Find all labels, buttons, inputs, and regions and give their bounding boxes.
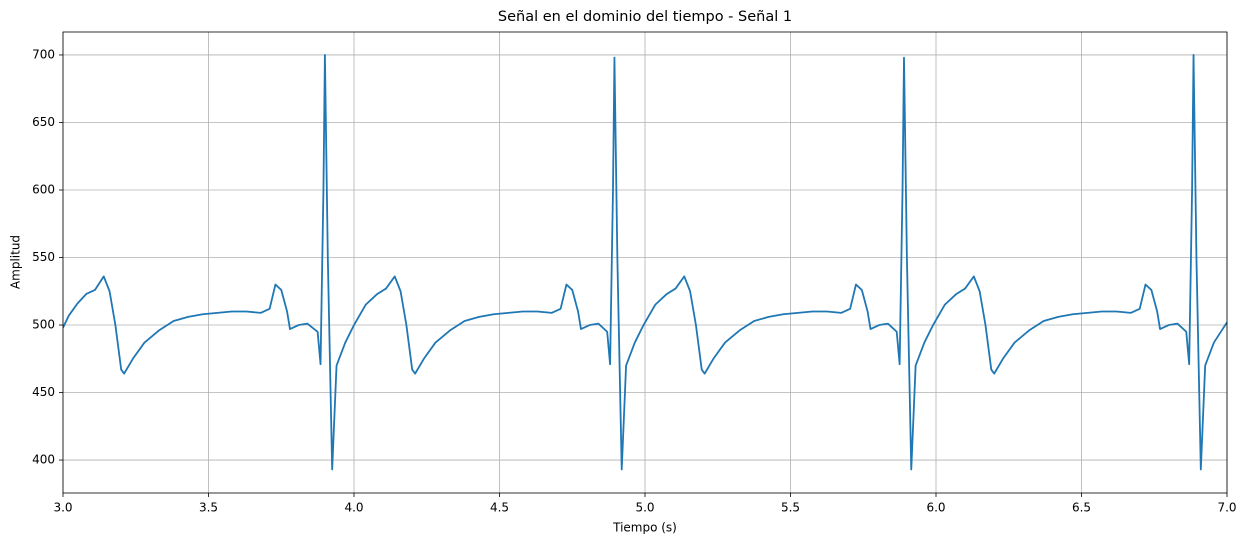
x-tick-label: 5.0 xyxy=(635,501,654,515)
x-axis-label: Tiempo (s) xyxy=(612,521,677,535)
x-tick-label: 3.0 xyxy=(53,501,72,515)
x-tick-label: 3.5 xyxy=(199,501,218,515)
y-tick-label: 700 xyxy=(32,47,55,61)
x-tick-label: 7.0 xyxy=(1217,501,1236,515)
line-series xyxy=(63,54,1227,471)
x-tick-label: 6.0 xyxy=(926,501,945,515)
plot-frame xyxy=(62,31,1228,494)
y-tick-label: 650 xyxy=(32,115,55,129)
y-tick-label: 450 xyxy=(32,385,55,399)
x-tick-label: 4.0 xyxy=(344,501,363,515)
y-tick-label: 550 xyxy=(32,250,55,264)
y-tick-label: 600 xyxy=(32,182,55,196)
x-tick-label: 4.5 xyxy=(490,501,509,515)
y-tick-label: 500 xyxy=(32,318,55,332)
chart-title: Señal en el dominio del tiempo - Señal 1 xyxy=(498,9,792,25)
x-tick-label: 6.5 xyxy=(1072,501,1091,515)
y-axis-label: Amplitud xyxy=(9,235,23,289)
x-tick-label: 5.5 xyxy=(781,501,800,515)
y-tick-label: 400 xyxy=(32,453,55,467)
